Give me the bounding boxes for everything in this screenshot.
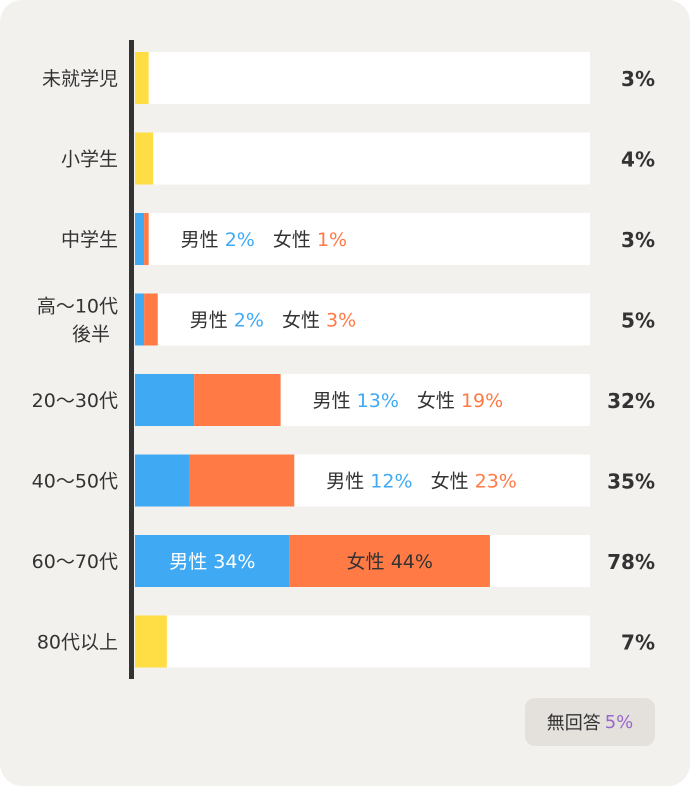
y-axis-line [129,40,134,679]
bar-track [135,213,590,265]
total-label: 7% [621,631,655,655]
male-name: 男性 [190,310,234,332]
category-label: 高～10代 [37,296,118,318]
bar-male [135,535,290,587]
male-name: 男性 [181,229,225,251]
total-label: 78% [607,550,655,574]
bar-track [135,132,590,185]
female-name: 女性 [267,229,317,251]
category-label: 20～30代 [32,390,118,412]
category-label: 小学生 [61,149,118,171]
total-label: 32% [607,389,655,413]
female-value: 23% [475,471,517,493]
bar-female [144,293,158,346]
gender-breakdown-label: 男性 2% 女性 3% [190,310,356,332]
female-value: 1% [317,229,347,251]
bar-male [135,374,195,426]
gender-breakdown-label: 男性 12% 女性 23% [326,471,517,493]
male-value: 2% [234,310,264,332]
total-label: 3% [621,228,655,252]
female-name: 女性 [276,310,326,332]
category-label: 60～70代 [32,551,118,573]
female-name: 女性 [411,390,461,412]
category-label: 後半 [72,324,110,346]
bar-female [144,213,149,265]
bar-total [135,615,167,668]
bar-track [135,293,590,346]
gender-breakdown-label: 男性 2% 女性 1% [181,229,347,251]
bar-male [135,293,145,346]
total-label: 5% [621,309,655,333]
bar-female [189,454,295,507]
male-segment-label: 男性 34% [169,551,255,573]
category-label: 未就学児 [42,68,118,90]
male-value: 2% [225,229,255,251]
total-label: 4% [621,148,655,172]
category-label: 40～50代 [32,471,118,493]
no-answer-badge: 無回答 5% [525,698,655,746]
female-segment-label: 女性 44% [347,551,433,573]
male-value: 13% [357,390,399,412]
category-label: 中学生 [61,229,118,251]
bar-male [135,454,190,507]
female-value: 3% [326,310,356,332]
total-label: 3% [621,67,655,91]
no-answer-value: 5% [604,711,634,733]
male-name: 男性 [326,471,370,493]
gender-breakdown-label: 男性 13% 女性 19% [313,390,504,412]
male-name: 男性 [313,390,357,412]
female-name: 女性 [425,471,475,493]
female-value: 19% [461,390,503,412]
bar-male [135,213,145,265]
male-value: 12% [370,471,412,493]
bar-female [289,535,490,587]
bar-total [135,52,149,104]
bar-track [135,52,590,104]
bar-track [135,615,590,668]
bar-total [135,132,154,185]
bar-female [194,374,281,426]
category-label: 80代以上 [37,632,118,654]
no-answer-label: 無回答 [546,713,601,734]
total-label: 35% [607,470,655,494]
